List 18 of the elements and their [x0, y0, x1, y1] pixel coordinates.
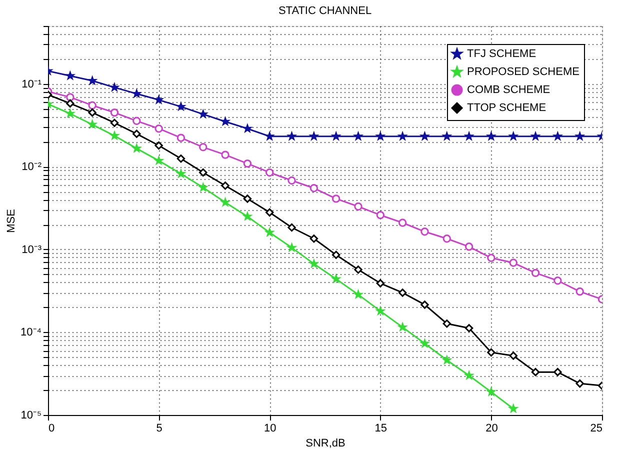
x-axis-title: SNR,dB	[306, 438, 346, 450]
y-tick-label: 10⁻²	[22, 161, 42, 174]
legend-label: COMB SCHEME	[467, 84, 550, 96]
chart-title: STATIC CHANNEL	[278, 5, 372, 17]
y-tick-label: 10⁻³	[22, 244, 42, 256]
x-tick-label: 0	[48, 422, 55, 434]
y-axis-title: MSE	[6, 209, 18, 233]
y-tick-label: 10⁻⁵	[20, 410, 42, 422]
legend-label: PROPOSED SCHEME	[467, 66, 580, 78]
x-tick-label: 10	[264, 422, 276, 434]
legend-label: TTOP SCHEME	[467, 102, 546, 114]
y-tick-label: 10⁻¹	[22, 78, 42, 90]
y-tick-label: 10⁻⁴	[20, 326, 42, 339]
legend-label: TFJ SCHEME	[467, 48, 536, 60]
x-tick-label: 5	[156, 422, 162, 434]
x-tick-label: 25	[590, 422, 602, 434]
x-tick-label: 15	[374, 422, 388, 434]
x-tick-label: 20	[486, 422, 498, 434]
